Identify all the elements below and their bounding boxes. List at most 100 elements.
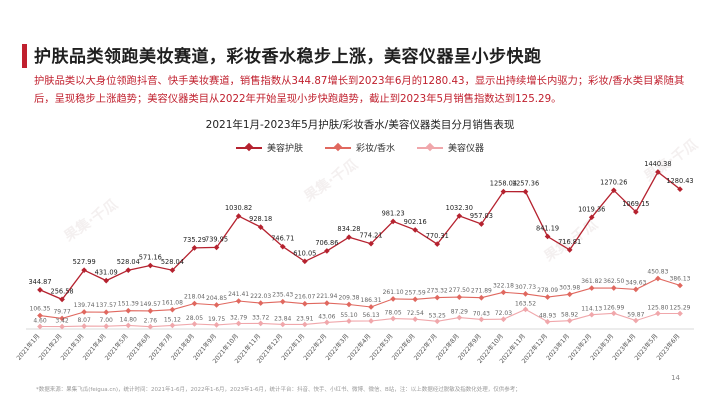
data-label-makeup: 204.85 <box>206 295 227 302</box>
data-point-makeup <box>610 285 617 291</box>
data-point-skincare <box>368 240 374 247</box>
data-point-device <box>456 314 463 321</box>
data-point-skincare <box>235 213 242 219</box>
legend-swatch-device <box>417 142 444 151</box>
series-line-makeup <box>39 277 681 319</box>
data-point-makeup <box>655 275 661 282</box>
data-label-device: 114.13 <box>581 306 602 313</box>
data-label-device: 78.05 <box>385 310 402 317</box>
data-label-device: 72.54 <box>407 310 424 317</box>
data-label-makeup: 209.38 <box>338 294 359 301</box>
data-label-device: 125.80 <box>647 304 668 311</box>
data-point-makeup <box>434 294 441 301</box>
data-label-skincare: 1258.04 <box>490 180 517 188</box>
data-point-skincare <box>390 218 396 225</box>
data-label-makeup: 277.50 <box>449 287 470 294</box>
data-point-device <box>655 310 661 317</box>
data-point-device <box>522 306 529 313</box>
data-point-device <box>125 322 132 329</box>
data-point-makeup <box>301 300 308 307</box>
page-title: 护肤品类领跑美妆赛道，彩妆香水稳步上涨，美容仪器呈小步快跑 <box>34 47 542 67</box>
legend-item-device: 美容仪器 <box>417 141 484 154</box>
data-point-makeup <box>368 304 374 310</box>
data-label-makeup: 349.63 <box>625 279 646 286</box>
page-description: 护肤品类以大身位领跑抖音、快手美妆赛道，销售指数从344.87增长到2023年6… <box>34 75 685 105</box>
data-label-device: 28.05 <box>186 315 203 322</box>
data-point-device <box>301 321 308 328</box>
data-label-skincare: 902.16 <box>404 218 427 226</box>
data-point-skincare <box>544 233 551 240</box>
data-label-makeup: 361.82 <box>581 278 602 285</box>
data-label-makeup: 386.13 <box>670 275 691 282</box>
data-label-skincare: 610.05 <box>293 249 316 257</box>
data-label-makeup: 261.10 <box>383 289 404 296</box>
data-point-skincare <box>500 188 507 195</box>
data-label-makeup: 271.89 <box>471 288 492 295</box>
data-point-skincare <box>677 186 683 193</box>
data-point-skincare <box>478 221 485 227</box>
data-point-skincare <box>147 262 154 269</box>
data-point-device <box>213 322 220 328</box>
data-label-makeup: 257.59 <box>405 289 426 296</box>
data-point-device <box>257 320 264 327</box>
data-label-device: 23.91 <box>296 315 313 322</box>
data-label-device: 4.60 <box>33 318 47 325</box>
data-label-makeup: 149.57 <box>140 301 161 308</box>
data-point-device <box>235 320 242 327</box>
data-label-device: 55.10 <box>340 312 357 319</box>
page-number: 14 <box>671 374 680 382</box>
data-point-makeup <box>147 308 154 314</box>
data-point-device <box>346 318 352 324</box>
data-label-device: 43.06 <box>318 313 335 320</box>
data-label-skincare: 706.86 <box>315 239 338 247</box>
data-label-skincare: 716.81 <box>558 238 581 246</box>
data-point-skincare <box>103 277 110 284</box>
data-point-device <box>390 315 396 322</box>
series-line-skincare <box>39 171 681 301</box>
data-point-makeup <box>522 291 529 297</box>
data-point-makeup <box>500 289 507 296</box>
data-label-device: 58.92 <box>561 312 578 319</box>
data-label-skincare: 1257.36 <box>512 180 539 188</box>
data-label-skincare: 1440.38 <box>644 160 671 168</box>
data-label-skincare: 739.95 <box>205 235 228 243</box>
data-label-skincare: 957.03 <box>470 212 493 220</box>
data-label-device: 163.52 <box>515 300 536 307</box>
data-label-makeup: 222.03 <box>250 293 271 300</box>
data-label-makeup: 273.32 <box>427 288 448 295</box>
data-point-makeup <box>588 285 595 291</box>
data-label-makeup: 450.83 <box>647 268 668 275</box>
data-label-skincare: 1019.36 <box>578 205 605 213</box>
data-label-skincare: 528.04 <box>117 258 140 266</box>
data-point-device <box>191 321 198 327</box>
data-label-device: 23.84 <box>274 315 291 322</box>
data-point-device <box>279 321 286 328</box>
data-point-skincare <box>434 241 441 247</box>
data-point-skincare <box>412 227 419 233</box>
data-label-skincare: 774.21 <box>359 232 382 240</box>
data-label-device: 53.25 <box>429 312 446 319</box>
data-point-makeup <box>324 300 330 306</box>
data-label-device: 126.99 <box>603 304 624 311</box>
data-point-device <box>610 310 617 317</box>
data-label-makeup: 221.94 <box>316 293 337 300</box>
data-point-device <box>588 311 595 318</box>
data-point-skincare <box>610 187 617 194</box>
data-point-skincare <box>81 267 87 274</box>
data-point-skincare <box>213 244 220 251</box>
data-point-skincare <box>633 209 639 215</box>
data-point-skincare <box>655 169 661 175</box>
data-point-skincare <box>257 224 264 230</box>
data-label-makeup: 278.09 <box>537 287 558 294</box>
data-point-makeup <box>103 309 110 316</box>
data-point-device <box>412 316 419 323</box>
data-label-skincare: 770.31 <box>426 232 449 240</box>
chart-legend: 美容护肤 彩妆/香水 美容仪器 <box>0 141 720 154</box>
data-label-device: 59.87 <box>627 312 644 319</box>
data-label-device: 3.42 <box>55 318 69 325</box>
data-point-device <box>500 316 507 323</box>
legend-swatch-makeup <box>324 142 351 151</box>
data-point-makeup <box>346 301 352 308</box>
data-label-makeup: 307.73 <box>515 284 536 291</box>
data-label-device: 48.93 <box>539 313 556 320</box>
